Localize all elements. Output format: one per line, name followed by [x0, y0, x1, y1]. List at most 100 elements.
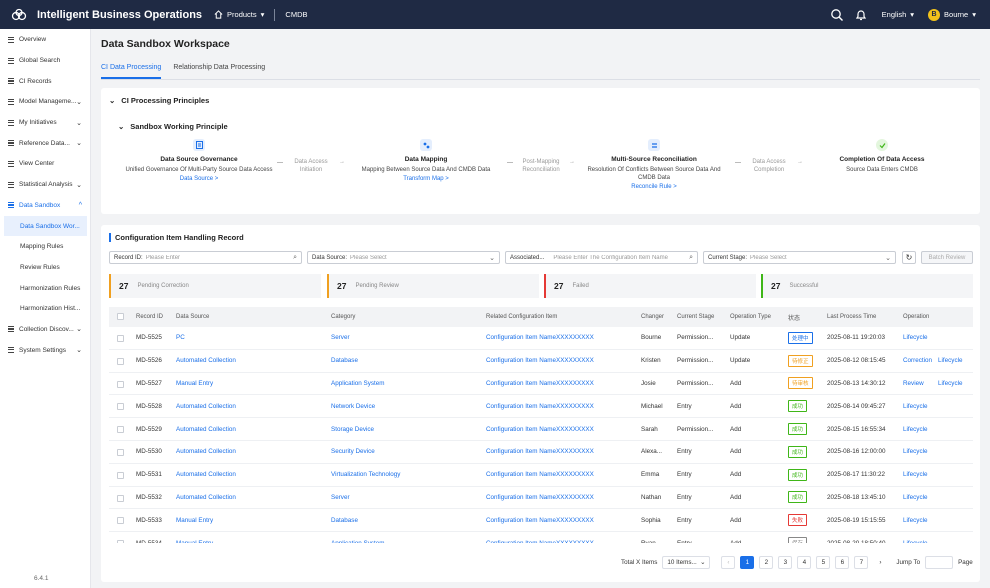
- user-menu[interactable]: B Bourne ▾: [928, 8, 976, 21]
- sidebar-item-data-sandbox[interactable]: Data Sandbox ^: [0, 195, 90, 216]
- row-checkbox[interactable]: [117, 471, 124, 479]
- category-link[interactable]: Storage Device: [331, 425, 375, 433]
- select-all-checkbox[interactable]: [117, 313, 124, 320]
- action-lifecycle-link[interactable]: Lifecycle: [938, 357, 963, 365]
- prev-page-button[interactable]: ‹: [721, 555, 736, 569]
- action-lifecycle-link[interactable]: Lifecycle: [903, 540, 928, 543]
- sidebar-item-reference-data[interactable]: Reference Data... ⌄: [0, 133, 90, 154]
- sidebar-item-model-management[interactable]: Model Manageme... ⌄: [0, 92, 90, 113]
- data-source-link[interactable]: PC: [176, 334, 185, 342]
- row-checkbox[interactable]: [117, 517, 124, 525]
- stat-pending-correction[interactable]: 27 Pending Correction: [109, 274, 321, 298]
- row-checkbox[interactable]: [117, 448, 124, 456]
- action-lifecycle-link[interactable]: Lifecycle: [903, 471, 928, 479]
- row-checkbox[interactable]: [117, 426, 124, 434]
- stat-failed[interactable]: 27 Failed: [544, 274, 756, 298]
- category-link[interactable]: Server: [331, 493, 350, 501]
- sidebar-sub-review-rules[interactable]: Review Rules: [20, 263, 60, 271]
- page-button[interactable]: 6: [835, 555, 850, 569]
- sandbox-principle-header[interactable]: ⌄ Sandbox Working Principle: [118, 122, 228, 131]
- action-lifecycle-link[interactable]: Lifecycle: [903, 448, 928, 456]
- tab-ci-data-processing[interactable]: CI Data Processing: [101, 64, 162, 79]
- configuration-item-link[interactable]: Configuration Item NameXXXXXXXXX: [486, 540, 594, 543]
- page-button[interactable]: 4: [797, 555, 812, 569]
- row-checkbox[interactable]: [117, 357, 124, 365]
- action-lifecycle-link[interactable]: Lifecycle: [938, 379, 963, 387]
- data-source-link[interactable]: Automated Collection: [176, 357, 236, 365]
- category-link[interactable]: Database: [331, 357, 358, 365]
- data-source-link[interactable]: Automated Collection: [176, 402, 236, 410]
- data-source-link[interactable]: Data Source >: [179, 176, 219, 182]
- page-button[interactable]: 3: [778, 555, 793, 569]
- jump-page-input[interactable]: [925, 555, 954, 569]
- search-icon[interactable]: ⌕: [689, 253, 693, 261]
- stat-pending-review[interactable]: 27 Pending Review: [327, 274, 539, 298]
- row-checkbox[interactable]: [117, 540, 124, 543]
- batch-review-button[interactable]: Batch Review: [921, 251, 973, 264]
- data-source-link[interactable]: Automated Collection: [176, 448, 236, 456]
- row-checkbox[interactable]: [117, 335, 124, 342]
- sidebar-item-statistical-analysis[interactable]: Statistical Analysis ⌄: [0, 174, 90, 195]
- sidebar-sub-data-sandbox-workspace[interactable]: Data Sandbox Wor...: [4, 215, 87, 237]
- page-button[interactable]: 1: [740, 555, 755, 569]
- search-icon[interactable]: [830, 8, 844, 22]
- configuration-item-link[interactable]: Configuration Item NameXXXXXXXXX: [486, 471, 594, 479]
- configuration-item-link[interactable]: Configuration Item NameXXXXXXXXX: [486, 493, 594, 501]
- stat-successful[interactable]: 27 Successful: [761, 274, 973, 298]
- action-lifecycle-link[interactable]: Lifecycle: [903, 493, 928, 501]
- refresh-button[interactable]: ↻: [902, 251, 916, 264]
- row-checkbox[interactable]: [117, 494, 124, 502]
- configuration-item-link[interactable]: Configuration Item NameXXXXXXXXX: [486, 379, 594, 387]
- sidebar-sub-mapping-rules[interactable]: Mapping Rules: [20, 243, 64, 251]
- page-button[interactable]: 7: [854, 555, 869, 569]
- data-source-link[interactable]: Manual Entry: [176, 516, 214, 524]
- sidebar-sub-harmonization-history[interactable]: Harmonization Hist...: [20, 305, 81, 313]
- transform-map-link[interactable]: Transform Map >: [403, 176, 449, 182]
- row-checkbox[interactable]: [117, 380, 124, 388]
- configuration-item-link[interactable]: Configuration Item NameXXXXXXXXX: [486, 402, 594, 410]
- configuration-item-link[interactable]: Configuration Item NameXXXXXXXXX: [486, 448, 594, 456]
- category-link[interactable]: Network Device: [331, 402, 376, 410]
- sidebar-item-view-center[interactable]: View Center: [0, 154, 90, 175]
- sidebar-item-my-initiatives[interactable]: My Initiatives ⌄: [0, 112, 90, 133]
- page-size-select[interactable]: 10 Items... ⌄: [662, 555, 711, 569]
- tab-relationship-data-processing[interactable]: Relationship Data Processing: [173, 64, 266, 71]
- row-checkbox[interactable]: [117, 403, 124, 411]
- action-lifecycle-link[interactable]: Lifecycle: [903, 402, 928, 410]
- next-page-button[interactable]: ›: [873, 555, 888, 569]
- associated-ci-field[interactable]: Associated... Please Enter The Configurat…: [505, 251, 698, 264]
- data-source-link[interactable]: Manual Entry: [176, 379, 214, 387]
- page-button[interactable]: 2: [759, 555, 774, 569]
- action-lifecycle-link[interactable]: Lifecycle: [903, 425, 928, 433]
- reconcile-rule-link[interactable]: Reconcile Rule >: [631, 184, 677, 190]
- data-source-link[interactable]: Automated Collection: [176, 471, 236, 479]
- page-button[interactable]: 5: [816, 555, 831, 569]
- sidebar-item-ci-records[interactable]: CI Records: [0, 71, 90, 92]
- current-stage-select[interactable]: Current Stage: Please Select ⌄: [703, 251, 896, 264]
- sidebar-sub-harmonization-rules[interactable]: Harmonization Rules: [20, 284, 81, 292]
- search-icon[interactable]: ⌕: [293, 253, 297, 261]
- category-link[interactable]: Server: [331, 334, 350, 342]
- sidebar-item-system-settings[interactable]: System Settings ⌄: [0, 340, 90, 361]
- action-review-link[interactable]: Review: [903, 379, 924, 387]
- action-lifecycle-link[interactable]: Lifecycle: [903, 516, 928, 524]
- principles-header[interactable]: ⌄ CI Processing Principles: [109, 96, 209, 105]
- category-link[interactable]: Security Device: [331, 448, 375, 456]
- record-id-field[interactable]: Record ID: Please Enter ⌕: [109, 251, 302, 264]
- configuration-item-link[interactable]: Configuration Item NameXXXXXXXXX: [486, 357, 594, 365]
- configuration-item-link[interactable]: Configuration Item NameXXXXXXXXX: [486, 334, 594, 342]
- data-source-link[interactable]: Automated Collection: [176, 425, 236, 433]
- sidebar-item-overview[interactable]: Overview: [0, 30, 90, 51]
- sidebar-item-global-search[interactable]: Global Search: [0, 50, 90, 71]
- language-select[interactable]: English ▾: [882, 10, 914, 19]
- category-link[interactable]: Database: [331, 516, 358, 524]
- data-source-link[interactable]: Manual Entry: [176, 540, 213, 543]
- configuration-item-link[interactable]: Configuration Item NameXXXXXXXXX: [486, 516, 594, 524]
- category-link[interactable]: Virtualization Technology: [331, 471, 401, 479]
- data-source-link[interactable]: Automated Collection: [176, 493, 236, 501]
- data-source-select[interactable]: Data Source: Please Select ⌄: [307, 251, 500, 264]
- category-link[interactable]: Application System: [331, 379, 385, 387]
- configuration-item-link[interactable]: Configuration Item NameXXXXXXXXX: [486, 425, 594, 433]
- action-correction-link[interactable]: Correction: [903, 357, 933, 365]
- bell-icon[interactable]: [854, 8, 868, 22]
